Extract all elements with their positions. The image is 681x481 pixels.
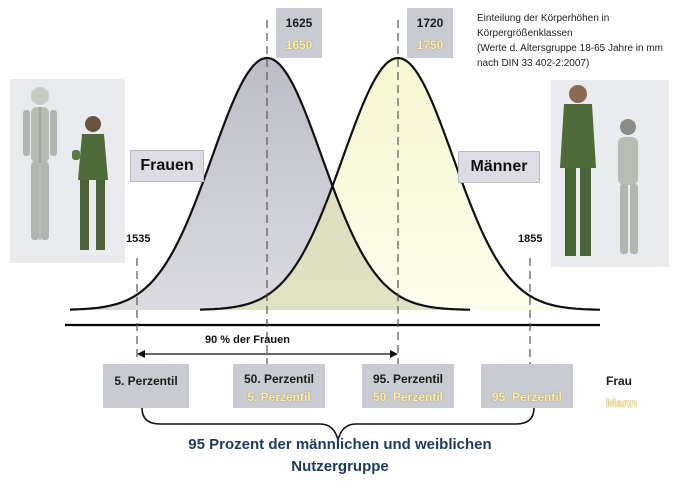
note-line: (Werte d. Altersgruppe 18-65 Jahre in mm (477, 43, 664, 54)
percentile-box-2: 50. Perzentil 5. Perzentil (233, 364, 325, 408)
men-mean-box: 1720 1750 (407, 8, 453, 58)
percentile-box-1: 5. Perzentil (103, 364, 189, 408)
men-p95-right-value: 1855 (518, 233, 543, 245)
men-p95-label: 95. Perzentil (491, 390, 563, 404)
percentile-box-3: 95. Perzentil 50. Perzentil (362, 364, 454, 408)
women-p95-label: 95. Perzentil (372, 372, 444, 386)
legend-men: Mann (606, 396, 638, 410)
men-p5-value: 1650 (285, 38, 313, 52)
brace-caption-line-2: Nutzergruppe (291, 458, 389, 475)
span-arrow-right-head (390, 350, 398, 358)
curly-brace (141, 407, 535, 441)
man-figure-right (551, 80, 669, 267)
women-label: Frauen (130, 150, 204, 182)
percentile-box-4: 95. Perzentil (481, 364, 573, 408)
legend-women: Frau (606, 374, 633, 388)
women-p5-value: 1535 (126, 233, 151, 245)
men-p95-value: 1750 (416, 38, 444, 52)
mannequin-figure-right (618, 119, 638, 254)
overlap-area (200, 187, 470, 310)
brace-caption-line-1: 95 Prozent der männlichen und weiblichen (188, 436, 492, 453)
men-p5-label: 5. Perzentil (247, 390, 311, 404)
women-p50-label: 50. Perzentil (243, 372, 315, 386)
men-p50-value: 1720 (416, 16, 444, 30)
men-label: Männer (458, 151, 540, 183)
note-line: Einteilung der Körperhöhen in (477, 13, 610, 24)
span-label: 90 % der Frauen (205, 334, 290, 346)
women-p50-value: 1625 (285, 16, 313, 30)
men-curve-area (200, 58, 600, 310)
mannequin-figure (10, 79, 125, 263)
women-curve-area (70, 58, 470, 310)
note-line: nach DIN 33 402-2:2007) (477, 58, 590, 69)
women-mean-box: 1625 1650 (276, 8, 322, 58)
men-p50-label: 50. Perzentil (372, 390, 444, 404)
caption-note: Einteilung der Körperhöhen in Körpergröß… (477, 11, 677, 71)
woman-figure-left (72, 116, 108, 250)
span-arrow-left-head (137, 350, 145, 358)
women-curve-line (69, 56, 470, 311)
women-p5-label: 5. Perzentil (114, 374, 178, 388)
note-line: Körpergrößenklassen (477, 28, 573, 39)
